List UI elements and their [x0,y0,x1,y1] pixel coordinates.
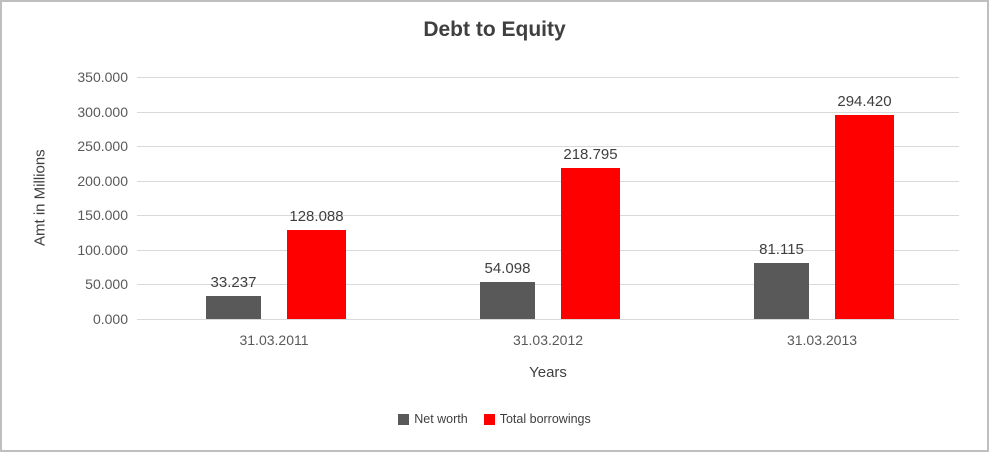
gridline [137,215,959,217]
gridline [137,249,959,251]
x-tick-label: 31.03.2013 [786,332,858,348]
x-tick-label: 31.03.2012 [512,332,584,348]
bar-total-borrowings [561,167,620,319]
gridline [137,180,959,182]
legend-swatch-total-borrowings [483,413,495,425]
legend-swatch-net-worth [398,413,410,425]
gridline [137,284,959,286]
y-tick-label: 250.000 [77,138,128,155]
y-tick-label: 0.000 [92,311,128,327]
legend-item-net-worth: Net worth [398,412,468,426]
y-tick-label: 350.000 [77,69,128,85]
bar-total-borrowings [835,115,894,319]
chart-title: Debt to Equity [423,18,566,41]
plot-area: 33.237 54.098 81.115 128.088 218.795 294.420 [137,77,959,320]
gridline [137,111,959,113]
y-tick-label: 300.000 [77,103,128,120]
bar-value-label: 218.795 [563,145,618,163]
y-tick-label: 50.000 [85,276,128,293]
legend: Net worth Total borrowings [2,412,987,426]
legend-label-net-worth: Net worth [414,412,468,426]
bar-net-worth [754,262,809,319]
bar-value-label: 81.115 [759,240,804,258]
bar-value-label: 33.237 [210,274,257,292]
y-tick-label: 150.000 [77,207,128,224]
bar-net-worth [206,296,261,319]
bar-value-label: 294.420 [837,93,892,111]
x-axis-title: Years [529,364,567,381]
gridline [137,77,959,78]
bar-net-worth [480,281,535,319]
y-tick-label: 200.000 [77,172,128,189]
bar-value-label: 128.088 [289,208,344,226]
x-tick-label: 31.03.2011 [239,332,309,348]
legend-label-total-borrowings: Total borrowings [499,412,591,426]
gridline [137,146,959,148]
gridline [137,319,959,320]
legend-item-total-borrowings: Total borrowings [483,412,591,426]
bar-value-label: 54.098 [484,259,531,277]
y-tick-label: 100.000 [77,241,128,258]
bar-total-borrowings [287,230,346,319]
